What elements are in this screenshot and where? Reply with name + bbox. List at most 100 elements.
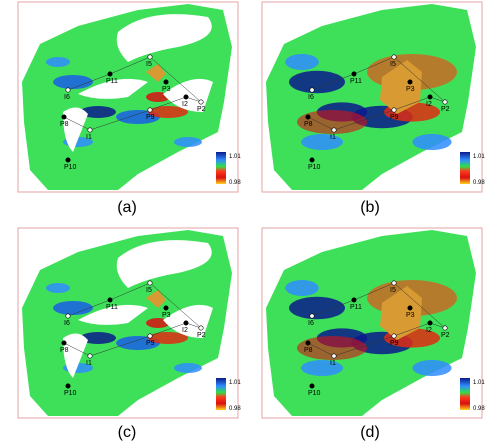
colorbar-max: 1.01 xyxy=(473,380,485,386)
well-label: P2 xyxy=(197,106,206,113)
colorbar-max: 1.01 xyxy=(473,154,485,160)
well-label: P10 xyxy=(64,164,77,171)
well-marker xyxy=(306,115,310,119)
well-marker xyxy=(66,384,70,388)
saturation-patch xyxy=(46,57,70,67)
well-label: I6 xyxy=(64,94,70,101)
well-label: P9 xyxy=(146,340,155,347)
well-marker xyxy=(408,80,412,84)
well-label: I1 xyxy=(330,360,336,367)
well-marker xyxy=(62,115,66,119)
saturation-patch xyxy=(174,137,202,147)
well-label: I5 xyxy=(146,287,152,294)
well-marker xyxy=(108,298,112,302)
colorbar xyxy=(216,152,226,184)
well-marker xyxy=(310,88,314,92)
well-marker xyxy=(199,326,203,330)
panel-caption: (b) xyxy=(360,199,380,216)
well-label: P8 xyxy=(60,347,69,354)
saturation-patch xyxy=(174,363,202,373)
saturation-patch xyxy=(285,280,319,296)
well-marker xyxy=(428,95,432,99)
well-marker xyxy=(108,72,112,76)
well-marker xyxy=(148,55,152,59)
colorbar-min: 0.98 xyxy=(473,180,485,186)
saturation-patch xyxy=(53,75,93,89)
figure: I5P11I6P8I1P10P9I2P2P31.010.98(a)I5P11I6… xyxy=(0,0,495,448)
saturation-patch xyxy=(301,134,343,150)
well-label: I6 xyxy=(308,94,314,101)
well-label: P3 xyxy=(406,86,415,93)
well-marker xyxy=(66,88,70,92)
well-marker xyxy=(392,108,396,112)
well-marker xyxy=(66,314,70,318)
well-marker xyxy=(408,306,412,310)
well-label: I6 xyxy=(64,320,70,327)
well-label: I2 xyxy=(426,327,432,334)
well-marker xyxy=(352,298,356,302)
well-marker xyxy=(164,80,168,84)
well-marker xyxy=(88,354,92,358)
well-marker xyxy=(148,334,152,338)
well-marker xyxy=(332,354,336,358)
well-label: I2 xyxy=(426,101,432,108)
well-marker xyxy=(164,306,168,310)
well-label: P8 xyxy=(304,121,313,128)
well-marker xyxy=(306,341,310,345)
saturation-patch xyxy=(53,301,93,315)
well-label: P3 xyxy=(162,312,171,319)
page: I5P11I6P8I1P10P9I2P2P31.010.98(a)I5P11I6… xyxy=(0,0,495,448)
saturation-patch xyxy=(412,360,451,376)
well-label: I1 xyxy=(330,134,336,141)
well-label: P9 xyxy=(390,114,399,121)
well-marker xyxy=(392,281,396,285)
well-marker xyxy=(392,334,396,338)
saturation-patch xyxy=(412,134,451,150)
well-label: I5 xyxy=(390,287,396,294)
saturation-patch xyxy=(289,297,345,319)
well-marker xyxy=(148,281,152,285)
well-label: I6 xyxy=(308,320,314,327)
well-marker xyxy=(62,341,66,345)
well-marker xyxy=(184,95,188,99)
well-label: P2 xyxy=(197,332,206,339)
well-marker xyxy=(392,55,396,59)
well-label: I2 xyxy=(182,327,188,334)
colorbar-min: 0.98 xyxy=(473,406,485,412)
well-label: P2 xyxy=(441,106,450,113)
well-label: P3 xyxy=(406,312,415,319)
well-label: P10 xyxy=(308,164,321,171)
well-marker xyxy=(428,321,432,325)
well-label: I1 xyxy=(86,134,92,141)
well-label: I5 xyxy=(146,61,152,68)
colorbar xyxy=(460,378,470,410)
well-marker xyxy=(310,158,314,162)
well-marker xyxy=(88,128,92,132)
panel-caption: (c) xyxy=(118,424,137,441)
well-label: P10 xyxy=(64,390,77,397)
well-label: P8 xyxy=(304,347,313,354)
well-label: I5 xyxy=(390,61,396,68)
well-marker xyxy=(332,128,336,132)
panel-caption: (a) xyxy=(117,199,137,216)
well-marker xyxy=(310,314,314,318)
well-label: P3 xyxy=(162,86,171,93)
colorbar-min: 0.98 xyxy=(229,180,241,186)
well-marker xyxy=(199,100,203,104)
well-label: P11 xyxy=(106,78,118,85)
colorbar-min: 0.98 xyxy=(229,406,241,412)
well-label: I2 xyxy=(182,101,188,108)
colorbar-max: 1.01 xyxy=(229,380,241,386)
colorbar-max: 1.01 xyxy=(229,154,241,160)
colorbar xyxy=(216,378,226,410)
well-marker xyxy=(66,158,70,162)
panel-caption: (d) xyxy=(360,424,380,441)
well-marker xyxy=(352,72,356,76)
well-label: P8 xyxy=(60,121,69,128)
saturation-patch xyxy=(285,54,319,70)
well-label: P9 xyxy=(390,340,399,347)
saturation-patch xyxy=(289,71,345,93)
saturation-patch xyxy=(301,360,343,376)
